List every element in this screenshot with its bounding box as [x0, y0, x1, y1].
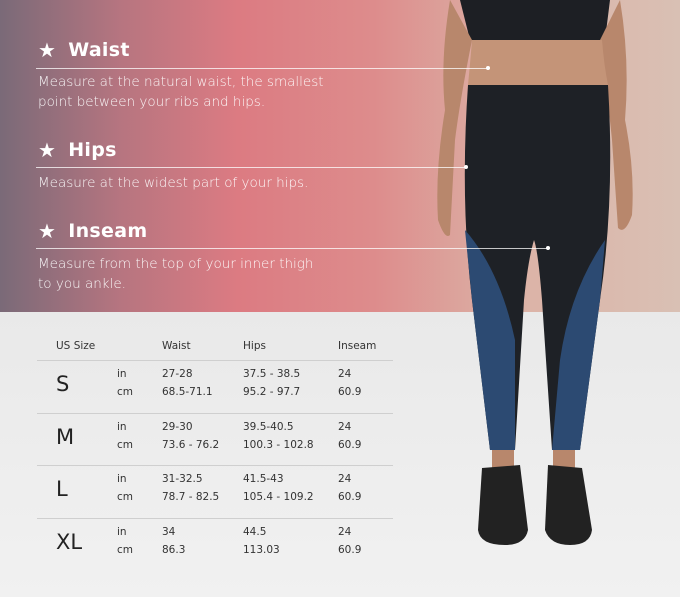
size-label: XL: [56, 529, 83, 554]
sports-bra: [460, 0, 610, 40]
leggings-panel-left: [465, 230, 515, 450]
header-waist: Waist: [162, 340, 191, 352]
table-cell: 39.5-40.5: [243, 420, 294, 433]
hips-description: Measure at the widest part of your hips.: [38, 173, 308, 193]
table-cell: 24: [338, 473, 352, 485]
hips-section: ★ Hips: [38, 138, 117, 162]
inseam-pointer-line: [36, 248, 548, 249]
waist-pointer-dot: [486, 66, 490, 70]
unit-label: cm: [117, 543, 134, 556]
right-ankle: [553, 450, 575, 470]
table-cell: 31-32.5: [162, 473, 203, 485]
desc-line: Measure at the natural waist, the smalle…: [38, 74, 324, 90]
divider: [37, 412, 393, 414]
table-cell: 60.9: [338, 543, 362, 556]
desc-line: Measure from the top of your inner thigh: [38, 256, 314, 272]
table-cell: 24: [338, 420, 352, 433]
waist-section: ★ Waist: [38, 38, 130, 62]
table-cell: 27-28: [162, 368, 193, 380]
leggings-panel-right: [552, 240, 605, 450]
table-cell: 113.03: [243, 543, 280, 556]
divider: [37, 360, 393, 361]
torso: [468, 40, 608, 85]
table-cell: 41.5-43: [243, 473, 284, 485]
desc-line: to you ankle.: [38, 276, 126, 292]
table-cell: 105.4 - 109.2: [243, 491, 314, 503]
inseam-section: ★ Inseam: [38, 219, 147, 243]
left-ankle: [492, 450, 514, 470]
divider: [37, 465, 393, 466]
star-icon: ★: [38, 219, 57, 243]
unit-label: in: [117, 420, 127, 433]
table-cell: 60.9: [338, 386, 362, 398]
table-cell: 95.2 - 97.7: [243, 386, 301, 398]
table-cell: 44.5: [243, 525, 267, 538]
table-cell: 68.5-71.1: [162, 386, 213, 398]
unit-label: cm: [117, 386, 134, 398]
right-arm: [600, 0, 633, 230]
hips-pointer-line: [36, 167, 466, 168]
table-cell: 60.9: [338, 491, 362, 503]
table-cell: 73.6 - 76.2: [162, 438, 220, 451]
header-inseam: Inseam: [338, 340, 377, 352]
left-shoe: [478, 465, 528, 545]
desc-line: Measure at the widest part of your hips.: [38, 175, 309, 191]
desc-line: point between your ribs and hips.: [38, 94, 266, 110]
unit-label: in: [117, 368, 127, 380]
table-cell: 24: [338, 368, 352, 380]
size-label: M: [56, 424, 75, 449]
model-photo: [437, 0, 633, 545]
table-cell: 78.7 - 82.5: [162, 491, 220, 503]
size-label: S: [56, 372, 70, 396]
unit-label: cm: [117, 438, 134, 451]
hips-title: Hips: [68, 139, 117, 161]
table-cell: 29-30: [162, 420, 193, 433]
table-cell: 24: [338, 525, 352, 538]
waist-title: Waist: [68, 39, 130, 61]
inseam-pointer-dot: [546, 246, 550, 250]
unit-label: cm: [117, 491, 134, 503]
table-cell: 100.3 - 102.8: [243, 438, 314, 451]
right-shoe: [545, 465, 592, 545]
unit-label: in: [117, 525, 127, 538]
size-label: L: [56, 477, 68, 501]
star-icon: ★: [38, 138, 57, 162]
header-hips: Hips: [243, 340, 266, 352]
star-icon: ★: [38, 38, 57, 62]
waist-pointer-line: [36, 68, 488, 69]
hips-pointer-dot: [464, 165, 468, 169]
table-cell: 86.3: [162, 543, 186, 556]
waist-description: Measure at the natural waist, the smalle…: [38, 72, 324, 112]
table-cell: 37.5 - 38.5: [243, 368, 301, 380]
inseam-title: Inseam: [68, 220, 148, 242]
unit-label: in: [117, 473, 127, 485]
inseam-description: Measure from the top of your inner thigh…: [38, 254, 313, 294]
table-cell: 60.9: [338, 438, 362, 451]
table-cell: 34: [162, 525, 176, 538]
divider: [37, 517, 393, 519]
header-us-size: US Size: [56, 340, 96, 352]
left-arm: [437, 0, 472, 236]
